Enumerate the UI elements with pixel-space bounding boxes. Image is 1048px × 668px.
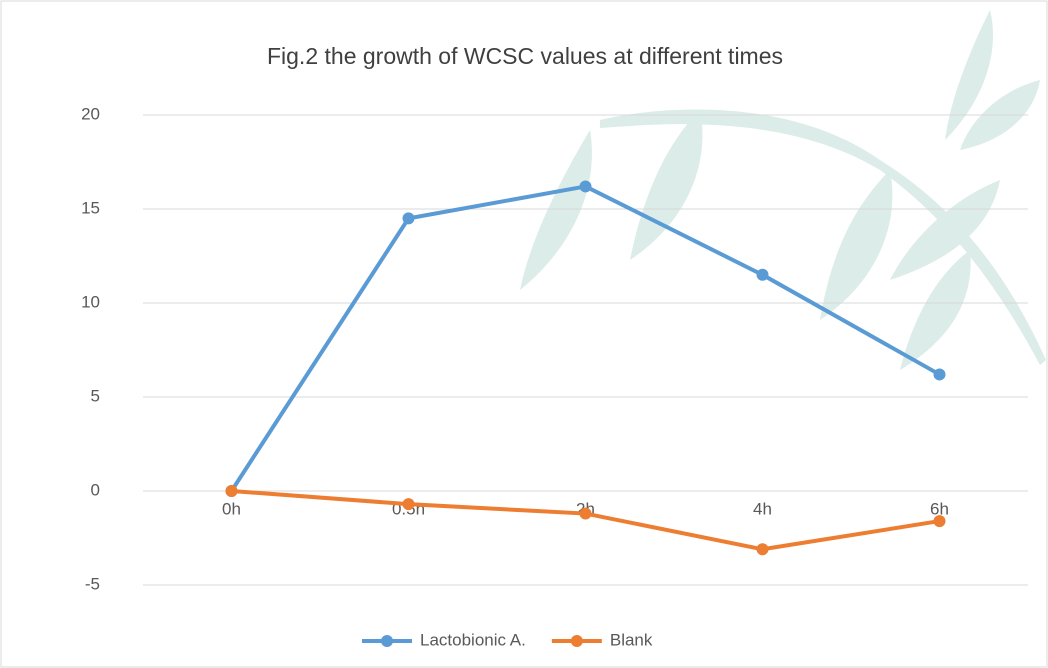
- data-point: [226, 485, 238, 497]
- chart: Fig.2 the growth of WCSC values at diffe…: [0, 0, 1048, 668]
- y-tick-label: -5: [85, 574, 100, 593]
- legend-label: Lactobionic A.: [420, 630, 526, 649]
- chart-title: Fig.2 the growth of WCSC values at diffe…: [267, 43, 783, 69]
- data-point: [580, 508, 592, 520]
- y-tick-label: 5: [91, 386, 100, 405]
- data-point: [403, 212, 415, 224]
- data-point: [757, 543, 769, 555]
- data-point: [580, 180, 592, 192]
- legend-label: Blank: [610, 630, 653, 649]
- y-tick-label: 0: [91, 480, 100, 499]
- y-tick-label: 10: [81, 292, 100, 311]
- data-point: [934, 368, 946, 380]
- data-point: [403, 498, 415, 510]
- y-tick-label: 20: [81, 104, 100, 123]
- legend-marker: [381, 635, 393, 647]
- page: {"chart_data": {"type": "line", "title":…: [0, 0, 1048, 668]
- x-tick-label: 0h: [222, 499, 241, 518]
- data-point: [934, 515, 946, 527]
- chart-border: [1, 1, 1047, 667]
- x-tick-label: 4h: [753, 499, 772, 518]
- data-point: [757, 269, 769, 281]
- y-tick-label: 15: [81, 198, 100, 217]
- legend-marker: [571, 635, 583, 647]
